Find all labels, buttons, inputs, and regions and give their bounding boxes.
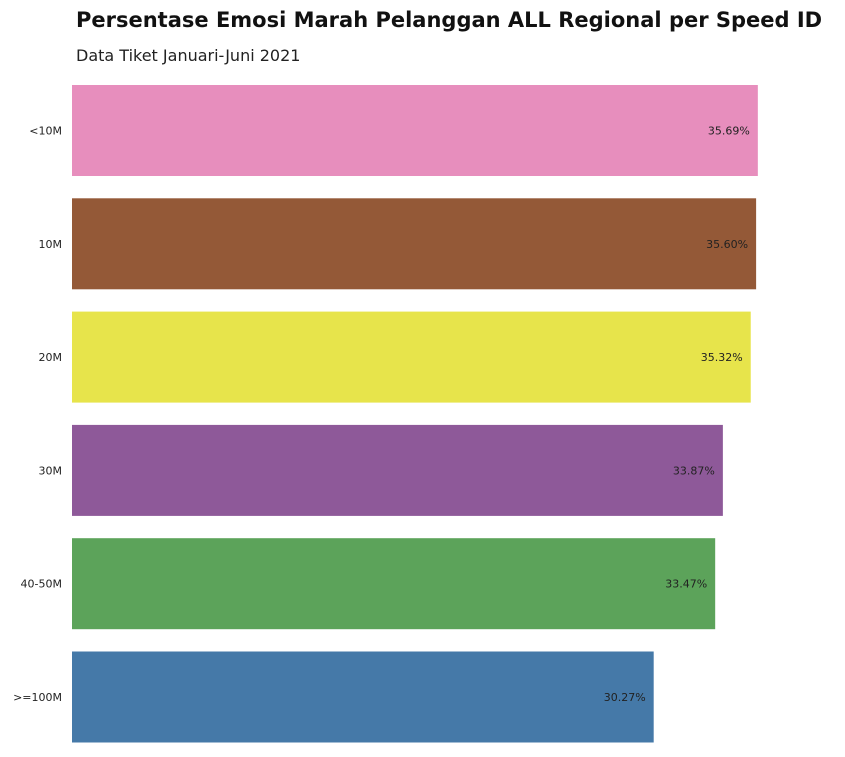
bar-value-label: 33.47% bbox=[665, 578, 707, 591]
bar-1 bbox=[72, 198, 757, 290]
bar-2 bbox=[72, 311, 751, 403]
chart-subtitle: Data Tiket Januari-Juni 2021 bbox=[76, 46, 301, 65]
y-tick-label: <10M bbox=[29, 125, 62, 138]
bar-0 bbox=[72, 85, 758, 176]
bar-value-label: 35.60% bbox=[706, 238, 748, 251]
y-tick-label: 30M bbox=[39, 464, 63, 477]
bar-value-label: 33.87% bbox=[673, 464, 715, 477]
y-tick-label: 40-50M bbox=[21, 578, 62, 591]
chart-title: Persentase Emosi Marah Pelanggan ALL Reg… bbox=[76, 8, 823, 32]
bar-value-label: 35.69% bbox=[708, 125, 750, 138]
y-tick-label: 20M bbox=[39, 351, 63, 364]
bar-value-label: 35.32% bbox=[701, 351, 743, 364]
bar-5 bbox=[72, 651, 654, 743]
bar-value-label: 30.27% bbox=[604, 691, 646, 704]
y-tick-label: 10M bbox=[39, 238, 63, 251]
bar-3 bbox=[72, 424, 723, 516]
bar-4 bbox=[72, 538, 716, 630]
y-tick-label: >=100M bbox=[13, 691, 62, 704]
